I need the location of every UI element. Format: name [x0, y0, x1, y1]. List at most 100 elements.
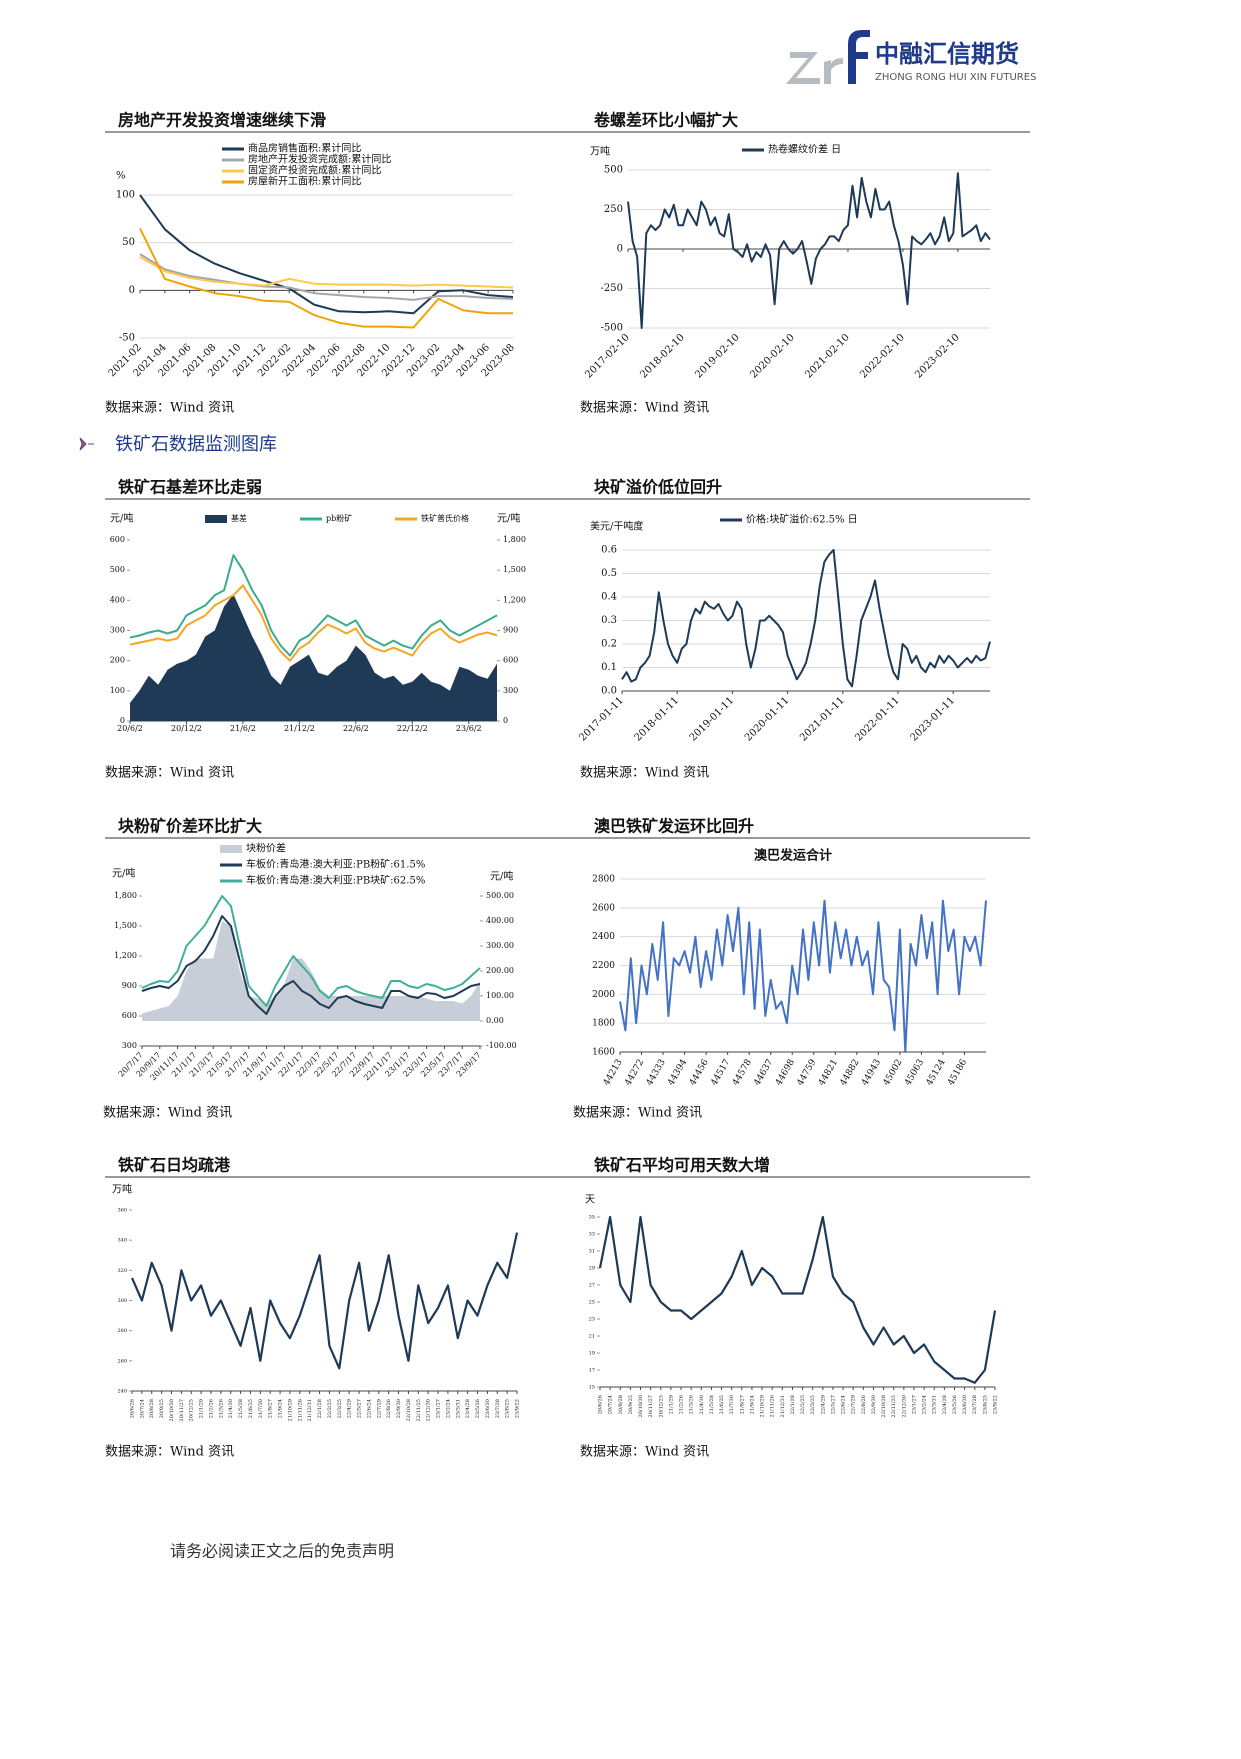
x-tick-label: 21/6/2 — [230, 724, 256, 733]
y-tick-label: 100 — [116, 190, 135, 201]
source-note: 数据来源：Wind 资讯 — [105, 401, 234, 416]
x-tick-label: 20/6/26 — [598, 1395, 604, 1414]
y-tick-label: 27 — [589, 1283, 595, 1289]
x-tick-label: 23/2/24 — [922, 1395, 928, 1414]
source-note: 数据来源：Wind 资讯 — [580, 401, 709, 416]
x-tick-label: 22/10/28 — [881, 1395, 887, 1417]
x-tick-label: 2018-02-10 — [638, 332, 687, 381]
x-tick-label: 21/10/29 — [287, 1399, 293, 1421]
series-line — [130, 1232, 519, 1370]
x-tick-label: 44821 — [817, 1058, 840, 1088]
x-tick-label: 21/11/26 — [770, 1395, 776, 1417]
x-tick-label: 21/5/28 — [238, 1399, 244, 1418]
x-tick-label: 20/7/24 — [139, 1399, 145, 1418]
y-tick-label: 0 — [617, 244, 623, 255]
y-tick-label: 0 — [129, 285, 135, 296]
y-tick-label: 1800 — [592, 1019, 615, 1029]
y2-axis-unit: 元/吨 — [497, 512, 520, 525]
footer-note: 请务必阅读正文之后的免责声明 — [170, 1542, 394, 1561]
x-tick-label: 22/12/30 — [901, 1395, 907, 1417]
x-tick-label: 45186 — [946, 1058, 969, 1088]
series-line — [141, 895, 481, 1007]
y2-tick-label: 200.00 — [486, 966, 514, 975]
section-heading: 铁矿石数据监测图库 — [115, 434, 277, 455]
x-tick-label: 23/1/27 — [911, 1395, 917, 1414]
y2-tick-label: 400.00 — [486, 916, 514, 925]
y-tick-label: 2800 — [592, 875, 615, 885]
chart-title: 铁矿石平均可用天数大增 — [594, 1156, 770, 1175]
legend-label: 车板价:青岛港:澳大利亚:PB粉矿:61.5% — [246, 858, 425, 871]
y-tick-label: 240 — [117, 1389, 127, 1395]
y-axis-unit: 美元/干吨度 — [590, 520, 643, 533]
x-tick-label: 44517 — [709, 1058, 732, 1088]
y-tick-label: 600 — [122, 1011, 137, 1020]
y-tick-label: 21 — [589, 1334, 595, 1340]
x-tick-label: 23/5/26 — [475, 1399, 481, 1418]
y-tick-label: 1,500 — [114, 921, 137, 930]
x-tick-label: 44943 — [860, 1058, 883, 1088]
x-tick-label: 23/7/28 — [972, 1395, 978, 1414]
x-tick-label: 21/5/28 — [709, 1395, 715, 1414]
x-tick-label: 45063 — [903, 1058, 926, 1088]
x-tick-label: 21/6/25 — [248, 1399, 254, 1418]
x-tick-label: 22/11/25 — [416, 1399, 422, 1421]
section-icon — [79, 437, 94, 451]
x-tick-label: 21/12/2 — [284, 724, 315, 733]
x-tick-label: 20/10/30 — [169, 1399, 175, 1421]
x-tick-label: 2020-02-10 — [748, 332, 797, 381]
y-tick-label: -250 — [601, 283, 623, 294]
y-tick-label: 400 — [110, 595, 125, 604]
series-line — [139, 227, 513, 329]
x-tick-label: 22/2/25 — [800, 1395, 806, 1414]
y-tick-label: 260 — [117, 1358, 127, 1364]
y-tick-label: 300 — [122, 1041, 137, 1050]
source-note: 数据来源：Wind 资讯 — [573, 1106, 702, 1121]
x-tick-label: 22/5/27 — [830, 1395, 836, 1414]
chart-title: 块粉矿价差环比扩大 — [118, 817, 262, 836]
y-tick-label: 1,800 — [114, 891, 137, 900]
x-tick-label: 20/8/28 — [149, 1399, 155, 1418]
y2-tick-label: 1,800 — [503, 535, 526, 544]
x-tick-label: 2017-02-10 — [583, 332, 632, 381]
chart-title: 块矿溢价低位回升 — [594, 478, 722, 497]
y-tick-label: 1600 — [592, 1048, 615, 1058]
x-tick-label: 22/11/25 — [891, 1395, 897, 1417]
y2-tick-label: 100.00 — [486, 991, 514, 1000]
y-tick-label: 100 — [110, 686, 125, 695]
source-note: 数据来源：Wind 资讯 — [580, 1445, 709, 1460]
x-tick-label: 22/6/2 — [343, 724, 369, 733]
chart-title: 澳巴铁矿发运环比回升 — [594, 817, 754, 836]
x-tick-label: 22/8/26 — [386, 1399, 392, 1418]
x-tick-label: 23/3/31 — [932, 1395, 938, 1414]
x-tick-label: 21/9/24 — [749, 1395, 755, 1414]
x-tick-label: 22/4/29 — [820, 1395, 826, 1414]
series-line — [619, 899, 987, 1053]
company-name: 中融汇信期货 — [875, 40, 1019, 68]
y-tick-label: -500 — [601, 323, 623, 334]
x-tick-label: 20/11/27 — [179, 1399, 185, 1421]
x-tick-label: 44456 — [688, 1058, 711, 1088]
chart-title: 房地产开发投资增速继续下滑 — [118, 111, 326, 130]
x-tick-label: 21/10/29 — [760, 1395, 766, 1417]
company-name-en: ZHONG RONG HUI XIN FUTURES — [875, 72, 1036, 83]
y-axis-unit: % — [116, 171, 126, 182]
x-tick-label: 2019-01-11 — [688, 695, 737, 744]
x-tick-label: 22/8/26 — [861, 1395, 867, 1414]
x-tick-label: 22/1/28 — [790, 1395, 796, 1414]
x-tick-label: 44394 — [666, 1058, 689, 1088]
y-tick-label: 50 — [122, 237, 135, 248]
x-tick-label: 21/3/26 — [218, 1399, 224, 1418]
x-tick-label: 44637 — [752, 1058, 775, 1088]
y2-tick-label: 1,500 — [503, 565, 526, 574]
x-tick-label: 21/11/26 — [297, 1399, 303, 1421]
y-tick-label: 500 — [604, 165, 623, 176]
source-note: 数据来源：Wind 资讯 — [103, 1106, 232, 1121]
x-tick-label: 44882 — [839, 1058, 862, 1088]
y-tick-label: 15 — [589, 1385, 595, 1391]
y-tick-label: 0 — [120, 716, 125, 725]
x-tick-label: 23/4/28 — [942, 1395, 948, 1414]
x-tick-label: 2023-01-11 — [909, 695, 958, 744]
legend-label: 块粉价差 — [246, 842, 286, 855]
x-tick-label: 2019-02-10 — [693, 332, 742, 381]
